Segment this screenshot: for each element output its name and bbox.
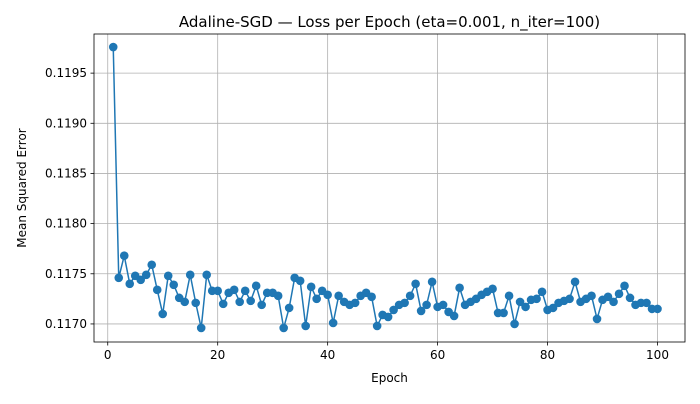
data-point [405,291,415,301]
data-point [510,319,519,329]
data-point [411,279,420,289]
data-point [301,321,310,331]
x-axis-ticks: 0 20 40 60 80 100 [104,342,669,362]
x-tick-label: 80 [540,348,555,362]
data-point [504,291,514,301]
data-point [240,286,250,296]
data-point [383,312,393,322]
data-point [202,270,211,280]
data-point [141,270,151,280]
x-tick-label: 40 [320,348,335,362]
data-point [246,296,255,306]
chart-title: Adaline-SGD — Loss per Epoch (eta=0.001,… [179,13,600,32]
data-point [372,321,382,331]
data-point [125,279,135,289]
data-point [229,285,239,295]
data-point [565,294,574,304]
data-point [614,289,624,299]
data-point [570,277,580,287]
data-point [499,308,508,318]
data-point [642,298,651,308]
data-point [400,298,409,308]
y-tick-label: 0.1180 [45,217,87,231]
data-point [158,309,168,319]
data-point [438,300,448,310]
y-tick-label: 0.1195 [45,66,87,80]
data-point [620,281,629,291]
data-point [218,299,228,309]
data-point [653,304,662,314]
x-tick-label: 100 [646,348,669,362]
data-point [328,318,338,328]
data-point [191,298,201,308]
data-point [163,271,173,281]
data-point [422,300,431,310]
plot-area-background [94,34,685,342]
data-point [625,293,635,303]
data-point [235,297,244,307]
data-point [196,323,206,333]
data-point [427,277,437,287]
data-point [295,276,305,286]
data-point [592,314,602,324]
data-point [416,306,426,316]
y-axis-ticks: 0.1170 0.1175 0.1180 0.1185 0.1190 0.1195 [45,66,94,331]
data-point [312,294,321,304]
data-point [603,292,613,302]
data-point [449,311,459,321]
data-point [455,283,464,293]
data-point [257,300,266,310]
y-axis-label: Mean Squared Error [15,128,29,248]
x-axis-label: Epoch [371,371,408,385]
y-tick-label: 0.1190 [45,116,87,130]
data-point [108,42,118,52]
data-point [273,291,283,301]
data-point [350,298,360,308]
data-point [306,282,316,292]
data-point [367,292,376,302]
data-point [180,297,190,307]
data-point [488,284,497,294]
data-point [334,291,343,301]
data-point [521,302,530,312]
data-point [532,294,541,304]
data-point [389,305,398,315]
data-point [185,270,195,280]
x-tick-label: 0 [104,348,112,362]
plot-frame [93,33,686,343]
data-point [136,275,146,285]
y-tick-label: 0.1175 [45,267,87,281]
x-tick-label: 60 [430,348,445,362]
data-point [284,303,294,313]
data-point [251,281,261,291]
data-point [114,273,124,283]
data-point [119,251,129,261]
data-point [152,285,162,295]
data-point [548,303,558,313]
series-loss [108,42,662,333]
data-point [323,290,332,300]
data-point [537,287,547,297]
x-tick-label: 20 [210,348,225,362]
data-point [169,280,179,290]
data-point [587,291,596,301]
data-point [515,297,525,307]
y-tick-label: 0.1170 [45,317,87,331]
data-point [609,297,618,307]
data-point [147,260,157,270]
data-point [279,323,288,333]
y-tick-label: 0.1185 [45,166,87,180]
data-point [213,286,222,296]
